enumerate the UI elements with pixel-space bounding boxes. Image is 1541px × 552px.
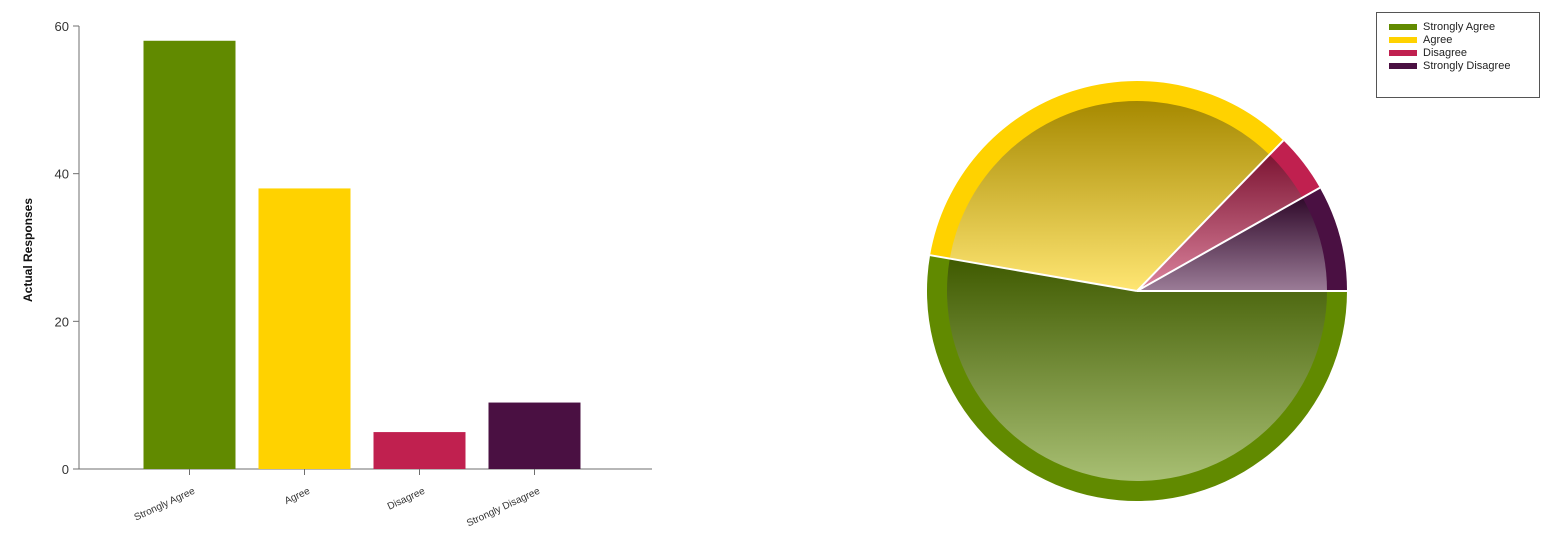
bar-category-labels: Strongly Agree Agree Disagree Strongly Disa… xyxy=(133,486,543,530)
legend-swatch xyxy=(1389,23,1417,30)
y-tick-label: 40 xyxy=(55,167,69,182)
legend-label: Disagree xyxy=(1423,46,1468,59)
x-category-label: Disagree xyxy=(386,486,427,513)
bar-bars xyxy=(143,40,581,470)
legend-swatch xyxy=(1389,36,1417,43)
y-tick-label: 0 xyxy=(62,462,69,477)
legend-label: Strongly Disagree xyxy=(1423,59,1511,72)
bar-strongly-agree xyxy=(143,40,236,470)
bar-agree xyxy=(258,188,351,469)
legend-item-agree: Agree xyxy=(1389,33,1539,46)
legend-item-strongly-disagree: Strongly Disagree xyxy=(1389,59,1539,72)
legend-label: Strongly Agree xyxy=(1423,20,1496,33)
pie-slice-agree xyxy=(930,80,1284,291)
bar-strongly-disagree xyxy=(488,402,581,469)
x-category-label: Strongly Disagree xyxy=(465,486,542,530)
pie-slice-disagree xyxy=(1137,140,1320,291)
pie-separator xyxy=(1136,139,1285,292)
pie-slices xyxy=(927,80,1347,501)
pie-legend: Strongly Agree Agree Disagree Strongly Disa… xyxy=(1376,12,1540,98)
legend-label: Agree xyxy=(1423,33,1453,46)
y-tick-label: 60 xyxy=(55,19,69,34)
bar-disagree xyxy=(373,432,466,469)
bar-tick-labels: 0 20 40 60 xyxy=(55,19,69,477)
pie-slice-face xyxy=(1137,154,1303,291)
pie-slice-face xyxy=(947,258,1327,482)
pie-separator xyxy=(1136,186,1321,292)
pie-slice-strongly-agree xyxy=(927,255,1347,501)
y-tick-label: 20 xyxy=(55,314,69,329)
x-category-label: Agree xyxy=(283,486,312,507)
pie-slice-face xyxy=(949,100,1270,291)
bar-chart: Actual Responses 0 20 40 60 Strongly Agree A… xyxy=(21,19,652,530)
legend-item-strongly-agree: Strongly Agree xyxy=(1389,20,1539,33)
legend-swatch xyxy=(1389,62,1417,69)
pie-slice-strongly-disagree xyxy=(1137,187,1347,291)
y-axis-label: Actual Responses xyxy=(21,198,35,302)
legend-swatch xyxy=(1389,49,1417,56)
pie-separator xyxy=(929,254,1138,292)
pie-chart xyxy=(927,80,1347,501)
pie-slice-face xyxy=(1137,197,1327,291)
legend-item-disagree: Disagree xyxy=(1389,46,1539,59)
x-category-label: Strongly Agree xyxy=(133,486,197,524)
